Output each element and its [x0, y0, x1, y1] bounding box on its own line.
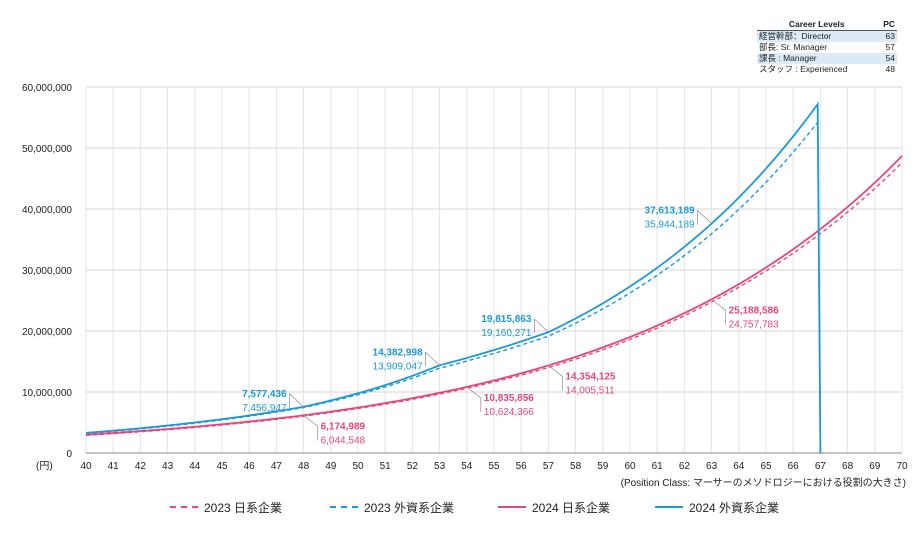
- annotation-value-2024: 14,354,125: [565, 371, 615, 382]
- pc-heading: PC: [883, 19, 895, 29]
- annotation-leader: [711, 299, 726, 325]
- x-tick-label: 44: [189, 461, 201, 472]
- x-tick-label: 63: [706, 461, 718, 472]
- annotation-leader: [697, 209, 712, 225]
- career-level-pc: 54: [885, 53, 895, 63]
- career-level-label: 課長 : Manager: [759, 53, 817, 63]
- x-tick-label: 40: [80, 461, 92, 472]
- x-tick-label: 48: [298, 461, 310, 472]
- annotation-value-2023: 13,909,047: [373, 361, 423, 372]
- x-tick-label: 50: [352, 461, 364, 472]
- y-unit-label: (円): [36, 461, 53, 472]
- legend-label: 2023 外資系企業: [364, 500, 455, 515]
- legend-label: 2024 外資系企業: [689, 500, 780, 515]
- y-tick-label: 40,000,000: [22, 205, 72, 216]
- career-level-pc: 57: [885, 42, 895, 52]
- career-level-pc: 48: [885, 64, 895, 74]
- career-table-header: Career Levels PC: [757, 19, 897, 31]
- annotation-leader: [534, 318, 549, 334]
- x-tick-label: 47: [271, 461, 283, 472]
- annotation-value-2024: 14,382,998: [373, 347, 423, 358]
- annotation-value-2023: 7,456,947: [242, 403, 287, 414]
- x-tick-label: 68: [842, 461, 854, 472]
- x-tick-label: 65: [760, 461, 772, 472]
- chart-legend: 2023 日系企業 2023 外資系企業 2024 日系企業 2024 外資系企…: [0, 497, 920, 517]
- x-tick-label: 67: [815, 461, 827, 472]
- legend-swatch-dashed-pink: [170, 506, 198, 508]
- x-tick-label: 70: [896, 461, 908, 472]
- annotation-value-2024: 7,577,436: [242, 389, 287, 400]
- salary-line-chart: 40 41 42 43 44 45 46 47 48 49 50 51 52 53 54 55 56 57 58 59…: [22, 83, 908, 489]
- y-tick-label: 30,000,000: [22, 266, 72, 277]
- annotation-leader: [466, 386, 482, 412]
- x-tick-label: 58: [570, 461, 582, 472]
- annotation-leader: [425, 351, 440, 367]
- x-tick-label: 64: [733, 461, 745, 472]
- annotation-value-2023: 14,005,511: [565, 385, 615, 396]
- annotation-leader: [289, 392, 304, 408]
- career-levels-table: Career Levels PC 経営幹部：Director 63 部長: Sr…: [757, 19, 897, 75]
- annotation-leader: [548, 365, 563, 391]
- x-axis-note: (Position Class: マーサーのメソドロジーにおける役割の大きさ): [621, 476, 906, 489]
- annotation-value-2023: 6,044,548: [321, 435, 366, 446]
- x-tick-label: 46: [244, 461, 256, 472]
- x-tick-label: 45: [216, 461, 228, 472]
- x-tick-label: 53: [434, 461, 446, 472]
- legend-swatch-solid-pink: [498, 506, 526, 508]
- x-tick-label: 66: [788, 461, 800, 472]
- x-tick-label: 61: [652, 461, 664, 472]
- legend-label: 2024 日系企業: [532, 500, 611, 515]
- x-tick-label: 41: [108, 461, 120, 472]
- legend-item-2024-foreign: 2024 外資系企業: [655, 497, 779, 517]
- career-row-experienced: スタッフ : Experienced 48: [757, 64, 897, 75]
- series-line-2: [85, 155, 903, 436]
- annotation-value-2023: 19,160,271: [481, 328, 531, 339]
- career-level-label: 部長: Sr. Manager: [759, 42, 828, 52]
- x-tick-label: 49: [325, 461, 337, 472]
- y-tick-label: 10,000,000: [22, 388, 72, 399]
- x-tick-label: 57: [543, 461, 555, 472]
- x-tick-label: 43: [162, 461, 174, 472]
- legend-item-2023-foreign: 2023 外資系企業: [330, 497, 454, 517]
- x-tick-label: 60: [624, 461, 636, 472]
- annotation-value-2024: 25,188,586: [729, 305, 779, 316]
- x-tick-label: 52: [407, 461, 419, 472]
- annotation-value-2024: 37,613,189: [645, 206, 695, 217]
- annotation-value-2023: 10,624,366: [484, 407, 534, 418]
- career-level-pc: 63: [885, 31, 895, 41]
- legend-item-2023-japanese: 2023 日系企業: [170, 497, 282, 517]
- legend-item-2024-japanese: 2024 日系企業: [498, 497, 610, 517]
- career-level-label: スタッフ : Experienced: [759, 64, 848, 74]
- series-line-3: [85, 101, 822, 454]
- career-row-sr-manager: 部長: Sr. Manager 57: [757, 42, 897, 53]
- annotation-value-2023: 35,944,189: [645, 220, 695, 231]
- career-row-director: 経営幹部：Director 63: [757, 30, 897, 42]
- x-tick-label: 42: [135, 461, 147, 472]
- legend-swatch-solid-blue: [655, 506, 683, 508]
- x-tick-label: 51: [380, 461, 392, 472]
- y-tick-label: 0: [66, 449, 72, 460]
- x-tick-label: 54: [461, 461, 473, 472]
- x-tick-label: 55: [488, 461, 500, 472]
- annotation-value-2024: 6,174,989: [321, 421, 366, 432]
- annotation-value-2024: 19,815,863: [481, 314, 531, 325]
- legend-swatch-dashed-blue: [330, 506, 358, 508]
- x-tick-label: 59: [597, 461, 609, 472]
- y-tick-label: 20,000,000: [22, 327, 72, 338]
- series-line-1: [85, 120, 822, 454]
- x-tick-label: 62: [679, 461, 691, 472]
- y-tick-label: 60,000,000: [22, 83, 72, 94]
- y-tick-label: 50,000,000: [22, 144, 72, 155]
- career-level-label: 経営幹部：Director: [759, 31, 832, 41]
- x-tick-label: 56: [516, 461, 528, 472]
- annotation-value-2023: 24,757,783: [729, 319, 779, 330]
- career-levels-heading: Career Levels: [788, 19, 845, 29]
- career-row-manager: 課長 : Manager 54: [757, 53, 897, 64]
- annotation-leader: [303, 415, 319, 441]
- x-tick-label: 69: [869, 461, 881, 472]
- legend-label: 2023 日系企業: [204, 500, 283, 515]
- annotation-value-2024: 10,835,856: [484, 393, 534, 404]
